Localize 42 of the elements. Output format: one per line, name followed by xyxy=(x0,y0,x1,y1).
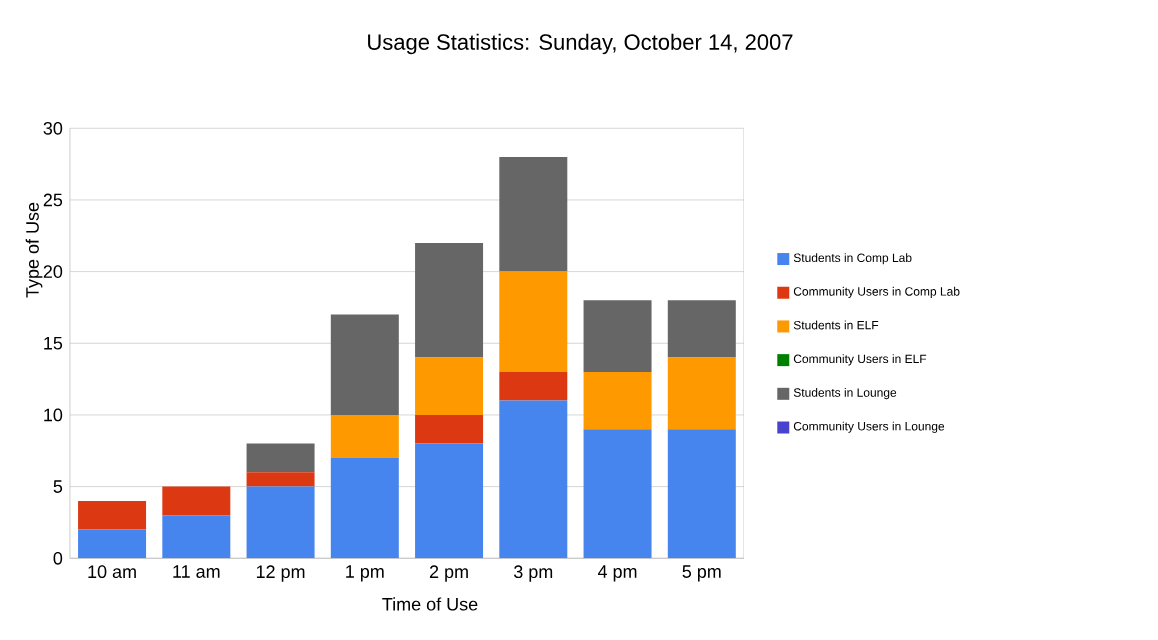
bar xyxy=(667,300,736,358)
bar xyxy=(499,271,568,372)
x-tick-label: 12 pm xyxy=(256,565,305,582)
bar xyxy=(246,486,315,559)
x-tick-label: 1 pm xyxy=(346,565,384,582)
bar xyxy=(667,357,736,430)
bar xyxy=(415,414,484,444)
bar xyxy=(499,371,568,401)
y-tick-label: 30 xyxy=(43,121,63,135)
bar xyxy=(162,486,231,516)
bar xyxy=(583,429,652,559)
y-tick-label: 20 xyxy=(43,265,63,278)
y-tick-label: 0 xyxy=(53,551,63,565)
x-axis-title: Time of Use xyxy=(382,597,478,611)
bar xyxy=(162,515,231,559)
y-tick-label: 25 xyxy=(43,193,63,207)
x-tick-label: 4 pm xyxy=(597,565,637,582)
y-tick-label: 15 xyxy=(44,336,63,350)
bar xyxy=(415,357,484,415)
bar xyxy=(415,443,484,559)
bar xyxy=(667,429,736,559)
y-axis-title: Type of Use xyxy=(25,202,43,298)
x-tick-label: 3 pm xyxy=(513,565,553,582)
bar xyxy=(246,472,315,487)
bar xyxy=(330,414,399,458)
y-tick-label: 10 xyxy=(44,408,63,422)
bar xyxy=(78,500,147,530)
bar xyxy=(415,242,484,358)
bar xyxy=(583,371,652,430)
bar xyxy=(499,400,568,559)
bar xyxy=(330,314,399,415)
bar xyxy=(330,457,399,559)
bar xyxy=(583,300,652,372)
chart-title: Usage Statistics: Sunday, October 14, 2007 xyxy=(368,33,793,55)
bar xyxy=(78,529,147,559)
x-tick-label: 5 pm xyxy=(682,565,721,582)
bar xyxy=(499,156,568,272)
bar xyxy=(246,443,315,473)
x-tick-label: 10 am xyxy=(88,565,136,579)
y-tick-label: 5 xyxy=(53,480,63,493)
x-tick-label: 2 pm xyxy=(429,565,468,582)
x-tick-label: 11 am xyxy=(173,565,220,578)
